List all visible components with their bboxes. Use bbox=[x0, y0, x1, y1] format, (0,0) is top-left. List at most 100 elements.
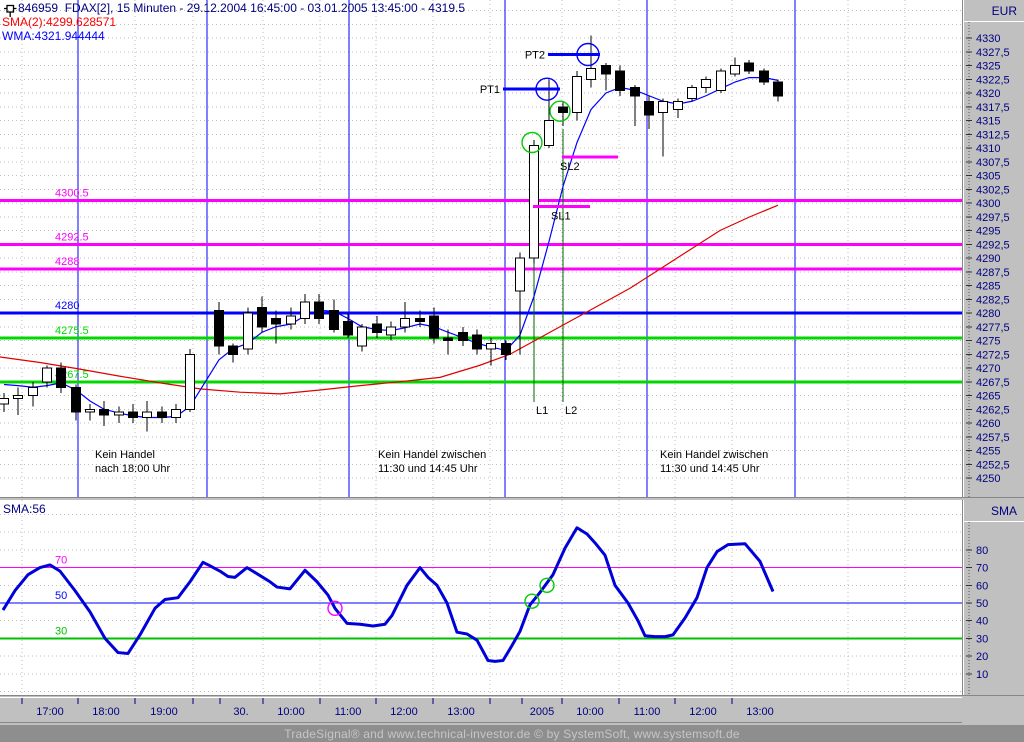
candle bbox=[601, 62, 611, 91]
stop-loss-1-label: SL1 bbox=[551, 210, 571, 222]
osc-signal-circle bbox=[539, 577, 555, 594]
candle bbox=[501, 340, 511, 360]
svg-text:4300: 4300 bbox=[976, 198, 1000, 210]
candle bbox=[228, 343, 238, 363]
candle bbox=[386, 321, 396, 341]
candle bbox=[214, 302, 224, 355]
panel-separator-2 bbox=[0, 695, 1024, 697]
indicator-axis-title: SMA bbox=[964, 500, 1024, 522]
no-trade-note: Kein Handel zwischen 11:30 und 14:45 Uhr bbox=[378, 449, 486, 475]
footer-credit-bar: TradeSignal® and www.technical-investor.… bbox=[0, 725, 1024, 742]
candle bbox=[42, 365, 52, 388]
candle bbox=[644, 95, 654, 129]
price-axis[interactable]: EUR 4330 4327,5 4325 4322,5 4320 4317,5 4315 43… bbox=[963, 0, 1024, 497]
candle bbox=[773, 79, 783, 102]
time-tick-label: 12:00 bbox=[689, 706, 717, 718]
time-tick-label: 17:00 bbox=[36, 706, 64, 718]
level-label: 4292.5 bbox=[55, 231, 89, 243]
candle bbox=[673, 98, 683, 118]
svg-text:4257,5: 4257,5 bbox=[976, 432, 1010, 444]
long-entry-label: L2 bbox=[565, 405, 577, 417]
stop-loss-2-label: SL2 bbox=[560, 161, 580, 173]
osc-level-label: 70 bbox=[55, 555, 67, 567]
level-label: 4275.5 bbox=[55, 325, 89, 337]
time-tick-label: 10:00 bbox=[277, 706, 305, 718]
candle bbox=[558, 101, 568, 126]
svg-text:4277,5: 4277,5 bbox=[976, 322, 1010, 334]
footer-credit-text: TradeSignal® and www.technical-investor.… bbox=[284, 726, 740, 741]
svg-text:4312,5: 4312,5 bbox=[976, 129, 1010, 141]
candle bbox=[314, 293, 324, 324]
svg-text:4307,5: 4307,5 bbox=[976, 157, 1010, 169]
svg-text:4270: 4270 bbox=[976, 363, 1000, 375]
long-entry-label: L1 bbox=[536, 405, 548, 417]
svg-text:30: 30 bbox=[976, 633, 988, 645]
svg-text:40: 40 bbox=[976, 616, 988, 628]
indicator-axis[interactable]: SMA 80 70 60 50 40 30 20 10 bbox=[963, 500, 1024, 695]
time-tick-label: 13:00 bbox=[447, 706, 475, 718]
svg-text:4295: 4295 bbox=[976, 226, 1000, 238]
svg-text:20: 20 bbox=[976, 651, 988, 663]
candle bbox=[486, 337, 496, 366]
time-axis-ticks: 17:00 18:00 19:00 30. 10:00 11:00 12:00 13:00 20… bbox=[21, 698, 774, 718]
candle bbox=[0, 392, 9, 412]
svg-text:4297,5: 4297,5 bbox=[976, 212, 1010, 224]
time-tick-label: 12:00 bbox=[390, 706, 418, 718]
candle bbox=[271, 310, 281, 344]
candle bbox=[13, 387, 23, 415]
candle bbox=[300, 293, 310, 324]
candle bbox=[28, 381, 38, 407]
candle bbox=[443, 329, 453, 355]
svg-text:4322,5: 4322,5 bbox=[976, 74, 1010, 86]
indicator-axis-ticks: 80 70 60 50 40 30 20 10 bbox=[966, 522, 988, 695]
candle bbox=[615, 65, 625, 96]
time-tick-label: 11:00 bbox=[335, 706, 362, 718]
svg-text:4262,5: 4262,5 bbox=[976, 404, 1010, 416]
candle bbox=[529, 139, 539, 264]
svg-text:4315: 4315 bbox=[976, 116, 1000, 128]
profit-target-1-label: PT1 bbox=[480, 84, 500, 96]
candle bbox=[472, 329, 482, 355]
svg-text:4267,5: 4267,5 bbox=[976, 377, 1010, 389]
entry-signal-circle bbox=[521, 131, 543, 154]
candle bbox=[730, 57, 740, 77]
no-trade-note: Kein Handel nach 18:00 Uhr bbox=[95, 449, 171, 475]
svg-text:4252,5: 4252,5 bbox=[976, 459, 1010, 471]
svg-text:4280: 4280 bbox=[976, 308, 1000, 320]
candle bbox=[572, 71, 582, 121]
time-tick-label: 13:00 bbox=[746, 706, 774, 718]
svg-text:4272,5: 4272,5 bbox=[976, 349, 1010, 361]
candle bbox=[515, 252, 525, 355]
svg-text:4292,5: 4292,5 bbox=[976, 239, 1010, 251]
candle bbox=[85, 403, 95, 421]
time-axis[interactable]: 17:00 18:00 19:00 30. 10:00 11:00 12:00 13:00 20… bbox=[0, 697, 962, 723]
candle bbox=[744, 60, 754, 74]
indicator-name-label: SMA:56 bbox=[3, 502, 46, 516]
panel-separator bbox=[0, 497, 1024, 500]
time-tick-label: 11:00 bbox=[634, 706, 661, 718]
candle bbox=[343, 313, 353, 338]
candle bbox=[329, 299, 339, 333]
svg-text:4250: 4250 bbox=[976, 473, 1000, 485]
candle bbox=[658, 98, 668, 157]
svg-text:4325: 4325 bbox=[976, 61, 1000, 73]
level-label: 4280 bbox=[55, 300, 79, 312]
svg-text:4330: 4330 bbox=[976, 33, 1000, 45]
time-tick-label: 19:00 bbox=[150, 706, 178, 718]
svg-text:70: 70 bbox=[976, 563, 988, 575]
level-label: 4288 bbox=[55, 256, 79, 268]
profit-target-2-circle bbox=[576, 42, 600, 67]
candle bbox=[71, 384, 81, 421]
svg-text:4260: 4260 bbox=[976, 418, 1000, 430]
main-price-panel[interactable]: 4300.5 4292.5 4288 4280 4275.5 4267.5 Kein Han… bbox=[0, 0, 963, 497]
profit-target-2-label: PT2 bbox=[525, 50, 545, 62]
candle bbox=[128, 403, 138, 423]
svg-text:4255: 4255 bbox=[976, 446, 1000, 458]
indicator-panel[interactable]: 70 50 30 SMA:56 bbox=[0, 500, 963, 695]
indicator-chart-svg: 70 50 30 bbox=[0, 500, 962, 695]
candle bbox=[114, 406, 124, 423]
candle bbox=[415, 310, 425, 327]
candle bbox=[157, 406, 167, 423]
pushpin-icon[interactable] bbox=[3, 3, 17, 18]
